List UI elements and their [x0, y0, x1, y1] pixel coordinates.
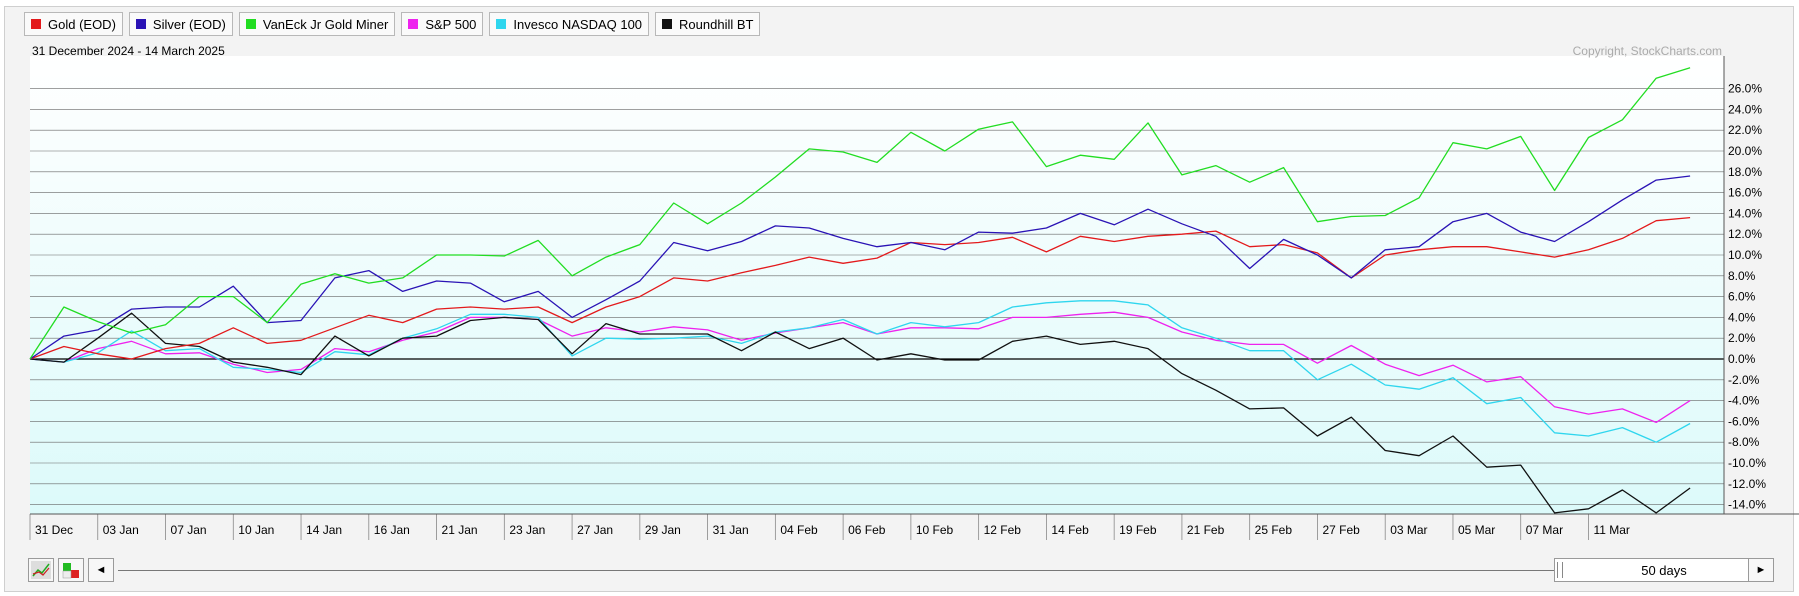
scroll-right-button[interactable]: ►	[1748, 558, 1774, 582]
x-grid	[29, 514, 1589, 540]
x-tick-label: 07 Jan	[171, 523, 207, 537]
x-tick-label: 14 Jan	[306, 523, 342, 537]
x-tick-label: 19 Feb	[1119, 523, 1157, 537]
legend-label: VanEck Jr Gold Miner	[262, 16, 389, 32]
x-tick-label: 16 Jan	[374, 523, 410, 537]
x-tick-label: 25 Feb	[1255, 523, 1293, 537]
legend-item-gold[interactable]: Gold (EOD)	[24, 12, 123, 36]
legend-label: Silver (EOD)	[152, 16, 226, 32]
legend-item-gdxj[interactable]: VanEck Jr Gold Miner	[238, 12, 396, 36]
y-tick-label: -6.0%	[1728, 414, 1760, 428]
y-tick-label: 26.0%	[1728, 82, 1762, 96]
y-axis-ticks: -14.0% -12.0% -10.0% -8.0% -6.0% -4.0% -2.0% 0.…	[1728, 82, 1766, 512]
y-tick-label: 16.0%	[1728, 186, 1762, 200]
x-tick-label: 12 Feb	[984, 523, 1022, 537]
series-lines	[29, 67, 1691, 514]
left-arrow-icon: ◄	[95, 564, 107, 576]
x-tick-label: 05 Mar	[1458, 523, 1495, 537]
x-tick-label: 31 Dec	[35, 523, 73, 537]
series-line-2	[29, 67, 1691, 360]
y-tick-label: 18.0%	[1728, 165, 1762, 179]
grip-icon	[1557, 562, 1563, 578]
legend-label: Invesco NASDAQ 100	[513, 16, 643, 32]
y-tick-label: 20.0%	[1728, 144, 1762, 158]
y-tick-label: 6.0%	[1728, 290, 1756, 304]
date-range-label: 31 December 2024 - 14 March 2025	[32, 44, 225, 58]
line-chart-toggle-button[interactable]	[28, 558, 54, 582]
series-line-5	[29, 312, 1691, 514]
x-tick-label: 29 Jan	[645, 523, 681, 537]
legend-label: S&P 500	[425, 16, 477, 32]
y-tick-label: -4.0%	[1728, 394, 1760, 408]
bottom-toolbar: ◄ 50 days ►	[28, 556, 1783, 586]
legend-item-roundhill[interactable]: Roundhill BT	[655, 12, 761, 36]
series-line-3	[29, 311, 1691, 424]
silver-swatch	[135, 19, 146, 29]
y-tick-label: -12.0%	[1728, 477, 1766, 491]
line-chart-icon	[31, 561, 51, 579]
x-tick-label: 03 Jan	[103, 523, 139, 537]
x-tick-label: 07 Mar	[1526, 523, 1563, 537]
legend-label: Gold (EOD)	[48, 16, 116, 32]
y-tick-label: 8.0%	[1728, 269, 1756, 283]
gdxj-swatch	[245, 19, 256, 29]
y-tick-label: -10.0%	[1728, 456, 1766, 470]
copyright-label: Copyright, StockCharts.com	[1573, 44, 1722, 58]
y-tick-label: -14.0%	[1728, 498, 1766, 512]
right-arrow-icon: ►	[1755, 564, 1767, 576]
y-tick-label: 2.0%	[1728, 331, 1756, 345]
range-slider-handle[interactable]: 50 days	[1554, 558, 1774, 582]
qqq-swatch	[496, 19, 507, 29]
y-tick-label: -8.0%	[1728, 435, 1760, 449]
y-tick-label: 22.0%	[1728, 123, 1762, 137]
x-tick-label: 21 Feb	[1187, 523, 1225, 537]
gold-swatch	[31, 19, 41, 29]
y-tick-label: 14.0%	[1728, 206, 1762, 220]
x-tick-label: 21 Jan	[442, 523, 478, 537]
scroll-track[interactable]	[118, 570, 1554, 571]
roundhill-swatch	[662, 19, 673, 29]
x-tick-label: 10 Feb	[916, 523, 954, 537]
x-tick-label: 23 Jan	[509, 523, 545, 537]
x-tick-label: 10 Jan	[238, 523, 274, 537]
x-tick-label: 11 Mar	[1593, 523, 1629, 537]
color-blocks-icon	[62, 563, 79, 579]
plot-background	[30, 56, 1724, 514]
x-tick-label: 27 Feb	[1322, 523, 1360, 537]
x-tick-label: 31 Jan	[713, 523, 749, 537]
legend-item-silver[interactable]: Silver (EOD)	[128, 12, 233, 36]
x-tick-label: 27 Jan	[577, 523, 613, 537]
x-tick-label: 06 Feb	[848, 523, 886, 537]
y-tick-label: -2.0%	[1728, 373, 1760, 387]
legend-item-sp500[interactable]: S&P 500	[401, 12, 484, 36]
series-line-1	[29, 175, 1691, 360]
legend-label: Roundhill BT	[679, 16, 754, 32]
y-tick-label: 10.0%	[1728, 248, 1762, 262]
series-line-0	[29, 216, 1691, 360]
x-tick-label: 03 Mar	[1390, 523, 1427, 537]
candle-chart-toggle-button[interactable]	[58, 558, 84, 582]
legend: Gold (EOD) Silver (EOD) VanEck Jr Gold M…	[24, 12, 761, 38]
y-tick-label: 0.0%	[1728, 352, 1756, 366]
y-tick-label: 24.0%	[1728, 102, 1762, 116]
x-axis-ticks: 31 Dec 03 Jan 07 Jan 10 Jan 14 Jan 16 Jan 21 J…	[35, 523, 1630, 537]
x-tick-label: 04 Feb	[780, 523, 818, 537]
legend-item-qqq[interactable]: Invesco NASDAQ 100	[489, 12, 650, 36]
sp500-swatch	[408, 19, 419, 29]
range-label: 50 days	[1641, 562, 1687, 578]
scroll-left-button[interactable]: ◄	[88, 558, 114, 582]
y-tick-label: 4.0%	[1728, 310, 1756, 324]
grid	[30, 88, 1724, 505]
y-tick-label: 12.0%	[1728, 227, 1762, 241]
x-tick-label: 14 Feb	[1051, 523, 1089, 537]
